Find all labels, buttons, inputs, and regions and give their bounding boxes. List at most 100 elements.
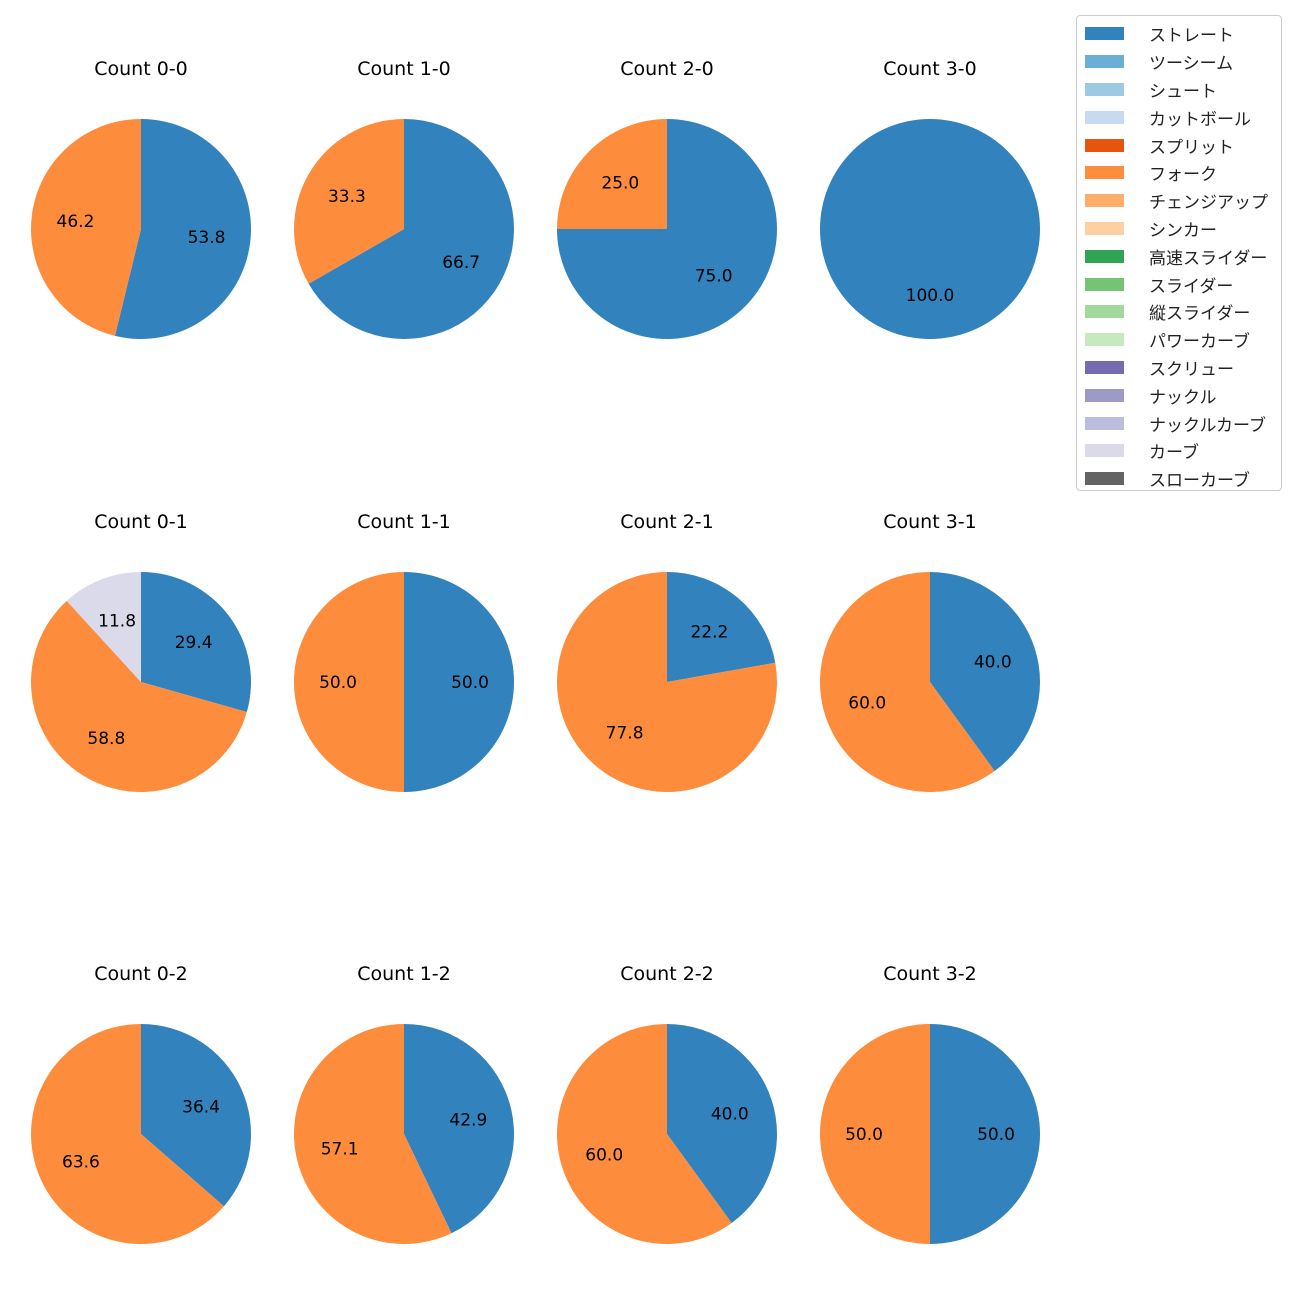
pie-count-2-0: Count 2-0 75.0 25.0 <box>557 58 777 339</box>
legend-item: シンカー <box>1077 215 1281 243</box>
pie-slice <box>820 1024 930 1244</box>
legend-item: フォーク <box>1077 159 1281 187</box>
pie-count-3-0: Count 3-0 100.0 <box>820 58 1040 339</box>
slice-label: 50.0 <box>451 673 489 693</box>
legend-swatch <box>1085 305 1124 319</box>
pie-count-1-2: Count 1-2 42.9 57.1 <box>293 963 514 1244</box>
pie-slice <box>404 1024 514 1234</box>
legend-label: スプリット <box>1149 137 1234 158</box>
pie-slice <box>293 1024 452 1244</box>
pie-slice <box>820 119 1040 339</box>
legend-swatch <box>1085 444 1124 458</box>
legend-label: ツーシーム <box>1149 54 1234 75</box>
legend-swatch <box>1085 138 1124 152</box>
legend-item: カットボール <box>1077 103 1281 131</box>
slice-label: 33.3 <box>328 187 366 207</box>
pie-slice <box>667 572 776 682</box>
legend-item: ナックルカーブ <box>1077 409 1281 437</box>
legend-swatch <box>1085 388 1124 402</box>
legend-swatch <box>1085 221 1124 235</box>
legend-swatch <box>1085 110 1124 124</box>
pie-slice <box>308 119 514 339</box>
pie-slice <box>31 1024 224 1244</box>
legend-swatch <box>1085 416 1124 430</box>
slice-label: 42.9 <box>449 1110 487 1130</box>
legend-item: 縦スライダー <box>1077 298 1281 326</box>
pie-title: Count 1-1 <box>357 511 451 533</box>
legend-label: ナックルカーブ <box>1149 415 1266 436</box>
slice-label: 11.8 <box>98 611 136 631</box>
pie-title: Count 2-2 <box>620 963 714 985</box>
legend-label: 縦スライダー <box>1149 304 1251 325</box>
slice-label: 75.0 <box>695 267 733 287</box>
pie-title: Count 0-2 <box>94 963 188 985</box>
legend-label: チェンジアップ <box>1149 193 1268 214</box>
pie-slice <box>141 572 251 713</box>
legend-swatch <box>1085 333 1124 347</box>
pie-title: Count 2-0 <box>620 58 714 80</box>
legend-label: スクリュー <box>1149 359 1234 380</box>
slice-label: 50.0 <box>319 673 357 693</box>
slice-label: 22.2 <box>690 622 728 642</box>
pie-slice <box>294 572 404 792</box>
slice-label: 25.0 <box>601 173 639 193</box>
pie-title: Count 3-1 <box>883 511 977 533</box>
slice-label: 50.0 <box>977 1125 1015 1145</box>
legend-swatch <box>1085 82 1124 96</box>
legend-swatch <box>1085 249 1124 263</box>
legend-label: 高速スライダー <box>1149 248 1268 269</box>
slice-label: 46.2 <box>57 212 95 232</box>
legend-item: チェンジアップ <box>1077 187 1281 215</box>
legend-label: フォーク <box>1149 165 1217 186</box>
slice-label: 58.8 <box>87 729 125 749</box>
slice-label: 100.0 <box>906 286 955 306</box>
pie-slice <box>820 572 995 792</box>
pie-slice <box>930 571 1040 771</box>
slice-label: 63.6 <box>62 1152 100 1172</box>
pie-count-2-2: Count 2-2 40.0 60.0 <box>556 963 777 1244</box>
legend-item: カーブ <box>1077 437 1281 465</box>
pie-count-1-0: Count 1-0 66.7 33.3 <box>293 58 514 339</box>
pie-slice <box>114 119 251 339</box>
legend-swatch <box>1085 194 1124 208</box>
legend-item: パワーカーブ <box>1077 326 1281 354</box>
legend-label: ナックル <box>1149 387 1217 408</box>
pie-slice <box>667 1024 777 1223</box>
legend-label: パワーカーブ <box>1149 332 1250 353</box>
pie-slice <box>66 572 141 682</box>
pie-slice <box>30 119 142 336</box>
pie-title: Count 0-1 <box>94 511 188 533</box>
slice-label: 29.4 <box>175 633 213 653</box>
pie-title: Count 3-0 <box>883 58 977 80</box>
legend: ストレートツーシーム シュート カットボールスプリットフォークチェンジアップ シンカー… <box>1076 15 1282 491</box>
pie-count-1-1: Count 1-1 50.0 50.0 <box>294 511 514 792</box>
legend-item: シュート <box>1077 76 1281 104</box>
slice-label: 40.0 <box>974 653 1012 673</box>
legend-label: ストレート <box>1149 26 1234 47</box>
pie-slice <box>556 572 777 792</box>
legend-item: ストレート <box>1077 20 1281 48</box>
pie-slice <box>141 1024 252 1207</box>
pie-title: Count 3-2 <box>883 963 977 985</box>
slice-label: 57.1 <box>321 1140 359 1160</box>
slice-label: 40.0 <box>711 1105 749 1125</box>
pie-count-2-1: Count 2-1 22.2 77.8 <box>556 511 777 792</box>
pie-title: Count 1-0 <box>357 58 451 80</box>
pie-count-3-2: Count 3-2 50.0 50.0 <box>820 963 1040 1244</box>
pie-slice <box>30 600 247 792</box>
legend-item: スプリット <box>1077 131 1281 159</box>
legend-label: カーブ <box>1149 443 1199 464</box>
pie-title: Count 1-2 <box>357 963 451 985</box>
pie-slice <box>556 1024 732 1244</box>
pie-slice <box>293 119 404 284</box>
pie-slice <box>404 572 514 792</box>
legend-swatch <box>1085 472 1124 486</box>
pie-count-0-0: Count 0-0 53.8 46.2 <box>30 58 251 339</box>
pie-slice <box>930 1024 1040 1244</box>
slice-label: 77.8 <box>606 724 644 744</box>
slice-label: 60.0 <box>848 693 886 713</box>
slice-label: 36.4 <box>182 1098 220 1118</box>
legend-label: シンカー <box>1149 220 1217 241</box>
legend-item: 高速スライダー <box>1077 242 1281 270</box>
